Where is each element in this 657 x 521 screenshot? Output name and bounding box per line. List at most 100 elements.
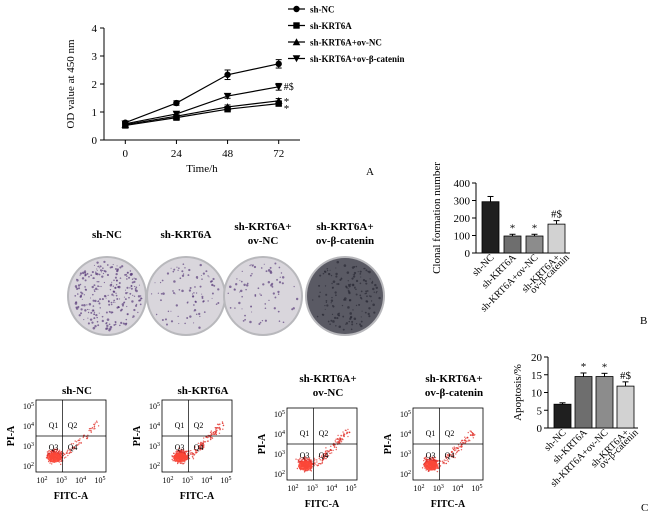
colony-dot bbox=[272, 292, 275, 295]
colony-dot bbox=[179, 277, 182, 280]
event-dot bbox=[436, 470, 439, 473]
colony-dot bbox=[96, 261, 99, 264]
colony-dot bbox=[124, 298, 127, 301]
colony-dot bbox=[249, 274, 252, 277]
tick-exponent: 4 bbox=[157, 422, 160, 428]
colony-dot bbox=[96, 269, 98, 271]
colony-dot bbox=[173, 268, 176, 271]
colony-dot bbox=[80, 291, 82, 294]
event-dot bbox=[91, 426, 94, 429]
colony-dot bbox=[330, 274, 333, 277]
colony-dot bbox=[352, 273, 354, 275]
event-dot bbox=[188, 457, 191, 460]
colony-dot bbox=[189, 287, 192, 290]
colony-dot bbox=[105, 295, 107, 297]
event-dot bbox=[196, 451, 198, 453]
plate-1: sh-KRT6A bbox=[146, 229, 226, 336]
event-dot bbox=[342, 438, 344, 441]
flow-plot-title: ov-NC bbox=[313, 387, 344, 399]
colony-plates: sh-NC sh-KRT6A sh-KRT6A+ ov-NC sh-KRT6A+ ov-β… bbox=[67, 221, 385, 336]
y-tick-label: 10 bbox=[531, 388, 543, 400]
event-dot bbox=[190, 453, 192, 455]
series-line bbox=[125, 86, 279, 125]
colony-dot bbox=[338, 325, 342, 329]
colony-dot bbox=[84, 275, 86, 277]
colony-dot bbox=[375, 292, 377, 294]
colony-dot bbox=[264, 303, 267, 305]
tick-exponent: 4 bbox=[460, 484, 463, 490]
colony-dot bbox=[241, 295, 243, 298]
x-tick-label: 104 bbox=[452, 484, 463, 493]
colony-dot bbox=[80, 312, 83, 315]
event-dot bbox=[93, 425, 96, 427]
colony-dot bbox=[78, 314, 81, 317]
tick-exponent: 4 bbox=[83, 476, 86, 482]
colony-dot bbox=[96, 268, 98, 270]
colony-dot bbox=[137, 295, 141, 298]
colony-dot bbox=[347, 288, 349, 290]
plate-dish bbox=[225, 258, 301, 334]
event-dot bbox=[453, 447, 456, 450]
event-dot bbox=[88, 429, 90, 432]
colony-dot bbox=[79, 272, 83, 275]
event-dot bbox=[215, 431, 217, 434]
event-dot bbox=[333, 446, 336, 448]
colony-dot bbox=[135, 289, 138, 293]
colony-dot bbox=[115, 294, 118, 297]
tick-base: 10 bbox=[274, 410, 282, 419]
tick-exponent: 3 bbox=[31, 442, 34, 448]
tick-base: 10 bbox=[472, 484, 480, 493]
series-2 bbox=[121, 97, 283, 128]
event-dot bbox=[458, 446, 460, 448]
x-tick-label: 105 bbox=[472, 484, 483, 493]
event-dot bbox=[93, 423, 95, 426]
event-dot bbox=[218, 427, 220, 429]
tick-base: 10 bbox=[274, 470, 282, 479]
quadrant-label-q4: Q4 bbox=[68, 443, 78, 452]
colony-dot bbox=[132, 315, 135, 318]
x-tick-label: 103 bbox=[433, 484, 444, 493]
colony-dot bbox=[114, 286, 117, 289]
colony-dot bbox=[293, 285, 295, 288]
colony-dot bbox=[195, 292, 198, 294]
colony-dot bbox=[199, 315, 201, 318]
event-dot bbox=[345, 429, 347, 432]
tick-base: 10 bbox=[149, 462, 157, 471]
colony-dot bbox=[175, 304, 179, 307]
colony-dot bbox=[337, 313, 340, 316]
event-dot bbox=[97, 425, 100, 427]
event-dot bbox=[445, 456, 447, 459]
colony-dot bbox=[364, 280, 367, 283]
colony-dot bbox=[322, 313, 325, 316]
colony-dot bbox=[373, 291, 375, 293]
colony-dot bbox=[88, 275, 90, 278]
tick-base: 10 bbox=[288, 484, 296, 493]
event-dot bbox=[464, 436, 466, 438]
colony-dot bbox=[263, 263, 265, 265]
event-dot bbox=[48, 449, 50, 452]
colony-dot bbox=[239, 289, 243, 293]
colony-dot bbox=[186, 316, 189, 319]
event-dot bbox=[443, 459, 446, 461]
tick-base: 10 bbox=[414, 484, 422, 493]
event-dot bbox=[58, 452, 60, 454]
event-dot bbox=[60, 460, 62, 463]
event-dot bbox=[445, 459, 447, 462]
event-dot bbox=[316, 459, 318, 461]
event-dot bbox=[59, 463, 62, 466]
colony-dot bbox=[234, 307, 236, 309]
legend-marker bbox=[293, 5, 300, 13]
colony-dot bbox=[336, 283, 338, 285]
event-dot bbox=[52, 449, 54, 452]
colony-dot bbox=[121, 265, 124, 268]
event-dot bbox=[47, 451, 49, 453]
event-dot bbox=[178, 447, 180, 450]
colony-dot bbox=[330, 299, 334, 302]
event-dot bbox=[202, 446, 205, 449]
tick-exponent: 5 bbox=[354, 484, 357, 490]
event-dot bbox=[452, 452, 455, 455]
colony-dot bbox=[367, 312, 370, 316]
colony-dot bbox=[159, 281, 162, 284]
colony-dot bbox=[122, 305, 124, 307]
colony-dot bbox=[351, 277, 354, 280]
